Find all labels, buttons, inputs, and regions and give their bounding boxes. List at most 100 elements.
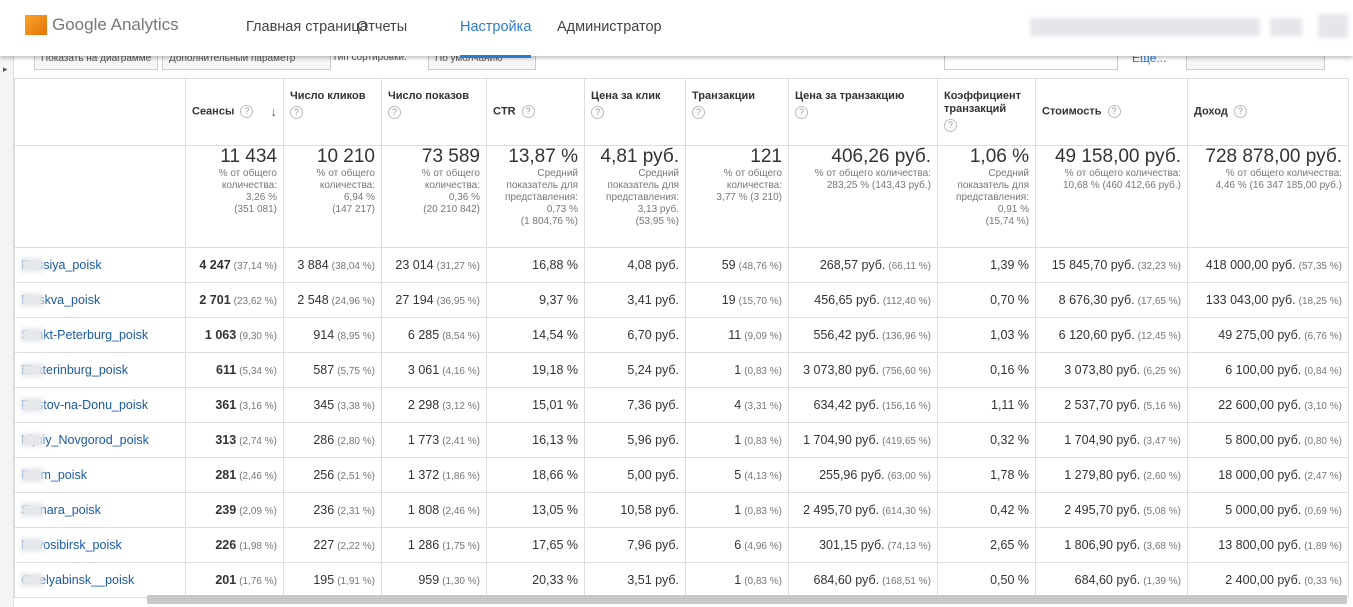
row-name-cell: CHelyabinsk__poisk <box>14 562 186 598</box>
data-cell: 2 701 (23,62 %) <box>185 282 284 318</box>
header-cell[interactable]: Доход <box>1187 78 1349 146</box>
totals-cell: 13,87 % Средний показатель для представлени… <box>486 145 585 248</box>
cell-value: 1 063 <box>204 328 237 342</box>
data-cell: 5,00 руб. <box>584 457 686 493</box>
help-icon[interactable] <box>521 105 535 119</box>
data-cell: 0,70 % <box>937 282 1036 318</box>
header-cell[interactable]: Цена за клик <box>584 78 686 146</box>
help-icon[interactable] <box>240 105 254 119</box>
data-cell: 3 073,80 руб. (756,60 %) <box>788 352 938 388</box>
cell-value: 226 <box>215 538 237 552</box>
campaign-link[interactable]: Perm_poisk <box>21 468 87 482</box>
header-cell[interactable]: Транзакции <box>685 78 789 146</box>
campaign-link[interactable]: Moskva_poisk <box>21 293 101 307</box>
campaign-link[interactable]: Nijniy_Novgorod_poisk <box>21 433 149 447</box>
total-note: % от общего <box>723 168 782 179</box>
cell-percent: (2,60 %) <box>1143 471 1181 482</box>
data-cell: 1 063 (9,30 %) <box>185 317 284 353</box>
header-cell[interactable]: Коэффициент транзакций <box>937 78 1036 146</box>
row-name-cell: Ekaterinburg_poisk <box>14 352 186 388</box>
help-icon[interactable] <box>1107 105 1121 119</box>
cell-value: 6 285 <box>407 328 440 342</box>
cell-percent: (12,45 %) <box>1137 331 1181 342</box>
cell-percent: (2,51 %) <box>337 471 375 482</box>
scrollbar[interactable] <box>147 595 1347 604</box>
header-cell[interactable]: Число показов <box>381 78 487 146</box>
cell-value: 3 061 <box>407 363 440 377</box>
cell-percent: (5,16 %) <box>1143 401 1181 412</box>
cell-percent: (2,46 %) <box>442 506 480 517</box>
side-panel[interactable]: ▸ <box>0 56 14 607</box>
data-row: Nijniy_Novgorod_poisk 313 (2,74 %) 286 (2,80… <box>14 422 1349 458</box>
nav-link[interactable]: Главная страница <box>246 19 368 35</box>
help-icon[interactable] <box>944 119 957 132</box>
data-row: Ekaterinburg_poisk 611 (5,34 %) 587 (5,75 %)… <box>14 352 1349 388</box>
cell-value: 281 <box>215 468 237 482</box>
help-icon[interactable] <box>1233 105 1247 119</box>
campaign-link[interactable]: Rostov-na-Donu_poisk <box>21 398 149 412</box>
campaign-link[interactable]: Sankt-Peterburg_poisk <box>21 328 149 342</box>
cell-value: 1 773 <box>407 433 440 447</box>
data-cell: 587 (5,75 %) <box>283 352 382 388</box>
cell-value: 239 <box>215 503 237 517</box>
totals-cell: 728 878,00 руб.% от общего количества: 4,… <box>1187 145 1349 248</box>
cell-value: 59 <box>721 258 736 272</box>
cell-value: 0,16 % <box>990 363 1029 377</box>
cell-percent: (0,83 %) <box>744 576 782 587</box>
logo[interactable]: Google Analytics <box>25 15 179 35</box>
cell-value: 13,05 % <box>532 503 578 517</box>
cell-value: 7,96 руб. <box>627 538 679 552</box>
total-note: (20 210 842) <box>423 204 480 215</box>
cell-value: 5 <box>734 468 742 482</box>
totals-row: 11 434% от общего количества: 3,26 % (351 0… <box>14 145 1349 248</box>
help-icon[interactable] <box>388 106 401 119</box>
header-cell[interactable]: Цена за транзакцию <box>788 78 938 146</box>
data-cell: 6 120,60 руб. (12,45 %) <box>1035 317 1188 353</box>
cell-value: 5 000,00 руб. <box>1225 503 1302 517</box>
total-note: Средний <box>537 168 578 179</box>
cell-value: 1,78 % <box>990 468 1029 482</box>
cell-value: 6 <box>734 538 742 552</box>
campaign-link[interactable]: CHelyabinsk__poisk <box>21 573 135 587</box>
nav-link[interactable]: Настройка <box>460 19 532 58</box>
cell-percent: (31,27 %) <box>436 261 480 272</box>
campaign-link[interactable]: Samara_poisk <box>21 503 101 517</box>
cell-percent: (1,39 %) <box>1143 576 1181 587</box>
totals-cell: 406,26 руб.% от общего количества: 283,25… <box>788 145 938 248</box>
cell-percent: (168,51 %) <box>882 576 931 587</box>
cell-value: 15 845,70 руб. <box>1051 258 1135 272</box>
header-cell[interactable]: CTR <box>486 78 585 146</box>
campaign-link[interactable]: Rossiya_poisk <box>21 258 102 272</box>
cell-percent: (3,68 %) <box>1143 541 1181 552</box>
campaign-link[interactable]: Novosibirsk_poisk <box>21 538 122 552</box>
cell-value: 19,18 % <box>532 363 578 377</box>
cell-value: 2,65 % <box>990 538 1029 552</box>
data-cell: 4,08 руб. <box>584 247 686 283</box>
data-cell: 18,66 % <box>486 457 585 493</box>
header-cell[interactable]: Сеансы ↓ <box>185 78 284 146</box>
cell-percent: (5,08 %) <box>1143 506 1181 517</box>
help-icon[interactable] <box>692 106 705 119</box>
totals-cell: 10 210% от общего количества: 6,94 % (147 2… <box>283 145 382 248</box>
help-icon[interactable] <box>795 106 808 119</box>
account-blur <box>1318 14 1348 38</box>
cell-value: 0,32 % <box>990 433 1029 447</box>
cell-percent: (17,65 %) <box>1137 296 1181 307</box>
help-icon[interactable] <box>290 106 303 119</box>
nav-link[interactable]: Администратор <box>557 19 662 35</box>
help-icon[interactable] <box>591 106 604 119</box>
cell-value: 1 <box>734 363 742 377</box>
cell-percent: (2,47 %) <box>1304 471 1342 482</box>
data-cell: 3 061 (4,16 %) <box>381 352 487 388</box>
cell-percent: (136,96 %) <box>882 331 931 342</box>
header-cell[interactable]: Число кликов <box>283 78 382 146</box>
column-title: Число кликов <box>290 90 366 102</box>
cell-value: 256 <box>313 468 335 482</box>
data-cell: 19 (15,70 %) <box>685 282 789 318</box>
data-cell: 0,50 % <box>937 562 1036 598</box>
nav-link[interactable]: Отчеты <box>357 19 408 35</box>
cell-percent: (23,62 %) <box>233 296 277 307</box>
header-cell[interactable]: Стоимость <box>1035 78 1188 146</box>
cell-value: 18 000,00 руб. <box>1218 468 1302 482</box>
campaign-link[interactable]: Ekaterinburg_poisk <box>21 363 129 377</box>
